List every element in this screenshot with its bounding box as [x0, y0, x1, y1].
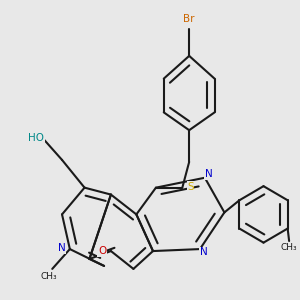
Text: N: N	[205, 169, 212, 179]
Text: CH₃: CH₃	[40, 272, 57, 280]
Text: CH₃: CH₃	[281, 243, 297, 252]
Text: O: O	[98, 246, 106, 256]
Text: N: N	[58, 244, 65, 254]
Text: N: N	[200, 247, 208, 257]
Text: Br: Br	[183, 14, 195, 24]
Text: HO: HO	[28, 133, 44, 143]
Text: S: S	[187, 182, 194, 192]
